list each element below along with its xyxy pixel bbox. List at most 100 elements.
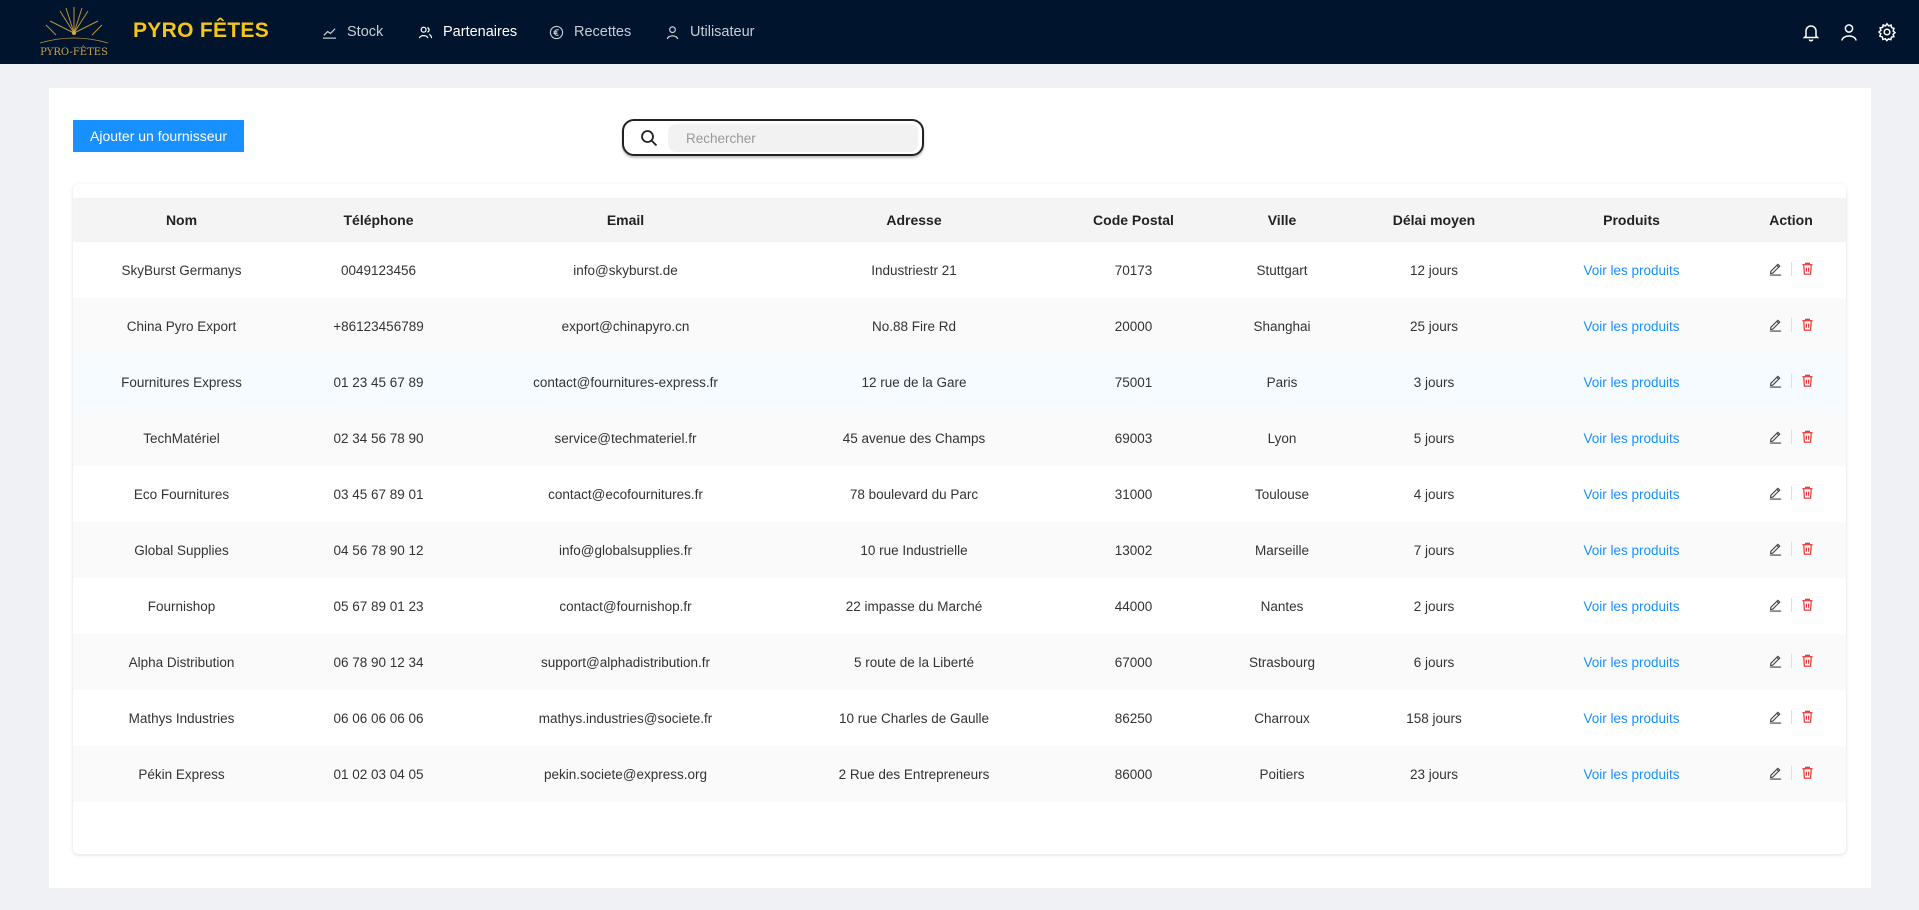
table-row[interactable]: Fournitures Express 01 23 45 67 89 contact…: [73, 354, 1846, 410]
header-code-postal[interactable]: Code Postal: [1093, 212, 1174, 228]
table-row[interactable]: Eco Fournitures 03 45 67 89 01 contact@eco…: [73, 466, 1846, 522]
trash-icon[interactable]: [1800, 653, 1815, 668]
cell-code-postal: 20000: [1114, 318, 1153, 334]
search-input[interactable]: [668, 124, 918, 152]
view-products-link[interactable]: Voir les produits: [1583, 318, 1680, 334]
view-products-link[interactable]: Voir les produits: [1583, 430, 1680, 446]
table-row[interactable]: Alpha Distribution 06 78 90 12 34 support@…: [73, 634, 1846, 690]
cell-nom: TechMatériel: [143, 430, 220, 446]
cell-telephone: 05 67 89 01 23: [333, 598, 424, 614]
nav-item-recettes[interactable]: Recettes: [549, 22, 631, 42]
view-products-link[interactable]: Voir les produits: [1583, 374, 1680, 390]
nav-item-stock[interactable]: Stock: [322, 22, 383, 42]
table-body: SkyBurst Germanys 0049123456 info@skyburst…: [73, 242, 1846, 802]
cell-produits: Voir les produits: [1527, 634, 1736, 690]
trash-icon[interactable]: [1800, 485, 1815, 500]
edit-icon[interactable]: [1768, 765, 1783, 780]
nav-item-partenaires[interactable]: Partenaires: [418, 22, 517, 42]
view-products-link[interactable]: Voir les produits: [1583, 710, 1680, 726]
edit-icon[interactable]: [1768, 709, 1783, 724]
table-row[interactable]: Fournishop 05 67 89 01 23 contact@fournish…: [73, 578, 1846, 634]
cell-adresse: 10 rue Industrielle: [860, 542, 968, 558]
add-supplier-button[interactable]: Ajouter un fournisseur: [73, 120, 244, 152]
pyro-fetes-logo[interactable]: PYRO-FÊTES: [36, 3, 112, 61]
view-products-link[interactable]: Voir les produits: [1583, 598, 1680, 614]
cell-delai-moyen: 2 jours: [1413, 598, 1455, 614]
header-produits[interactable]: Produits: [1603, 212, 1660, 228]
search-icon[interactable]: [640, 129, 658, 147]
header-ville[interactable]: Ville: [1267, 212, 1297, 228]
header-telephone[interactable]: Téléphone: [343, 212, 414, 228]
view-products-link[interactable]: Voir les produits: [1583, 542, 1680, 558]
header-adresse[interactable]: Adresse: [886, 212, 942, 228]
row-actions: [1768, 653, 1815, 668]
cell-produits: Voir les produits: [1527, 242, 1736, 298]
action-divider: [1790, 597, 1792, 612]
table-header-row: Nom Téléphone Email Adresse Code Postal …: [73, 198, 1846, 242]
header-nom[interactable]: Nom: [165, 212, 198, 228]
action-divider: [1790, 765, 1792, 780]
table-row[interactable]: Pékin Express 01 02 03 04 05 pekin.societe…: [73, 746, 1846, 802]
action-divider: [1790, 485, 1792, 500]
header-email[interactable]: Email: [606, 212, 645, 228]
cell-ville: Stuttgart: [1256, 262, 1308, 278]
top-navbar: PYRO-FÊTES PYRO FÊTES Stock Partenaires …: [0, 0, 1919, 64]
cell-action: [1736, 690, 1846, 746]
edit-icon[interactable]: [1768, 317, 1783, 332]
edit-icon[interactable]: [1768, 653, 1783, 668]
view-products-link[interactable]: Voir les produits: [1583, 766, 1680, 782]
cell-ville: Poitiers: [1259, 766, 1305, 782]
edit-icon[interactable]: [1768, 597, 1783, 612]
trash-icon[interactable]: [1800, 709, 1815, 724]
notifications-button[interactable]: [1801, 22, 1821, 42]
trash-icon[interactable]: [1800, 373, 1815, 388]
cell-produits: Voir les produits: [1527, 354, 1736, 410]
edit-icon[interactable]: [1768, 261, 1783, 276]
cell-delai-moyen: 3 jours: [1413, 374, 1455, 390]
edit-icon[interactable]: [1768, 429, 1783, 444]
cell-ville: Charroux: [1254, 710, 1310, 726]
view-products-link[interactable]: Voir les produits: [1583, 486, 1680, 502]
table-row[interactable]: Mathys Industries 06 06 06 06 06 mathys.in…: [73, 690, 1846, 746]
cell-nom: SkyBurst Germanys: [121, 262, 242, 278]
cell-code-postal: 31000: [1114, 486, 1153, 502]
header-action: Action: [1769, 212, 1813, 228]
table-row[interactable]: SkyBurst Germanys 0049123456 info@skyburst…: [73, 242, 1846, 298]
cell-code-postal: 67000: [1114, 654, 1153, 670]
cell-produits: Voir les produits: [1527, 522, 1736, 578]
profile-button[interactable]: [1839, 22, 1859, 42]
settings-button[interactable]: [1877, 22, 1897, 42]
bell-icon: [1802, 25, 1820, 42]
cell-email: contact@fournishop.fr: [559, 598, 692, 614]
cell-adresse: 5 route de la Liberté: [853, 654, 975, 670]
cell-adresse: 45 avenue des Champs: [842, 430, 986, 446]
edit-icon[interactable]: [1768, 541, 1783, 556]
user-icon: [1841, 24, 1857, 41]
cell-email: info@skyburst.de: [573, 262, 678, 278]
table-row[interactable]: Global Supplies 04 56 78 90 12 info@global…: [73, 522, 1846, 578]
trash-icon[interactable]: [1800, 429, 1815, 444]
header-delai-moyen[interactable]: Délai moyen: [1392, 212, 1476, 228]
cell-produits: Voir les produits: [1527, 466, 1736, 522]
cell-email: mathys.industries@societe.fr: [538, 710, 713, 726]
chart-line-icon: [322, 27, 337, 39]
cell-code-postal: 44000: [1114, 598, 1153, 614]
nav-item-utilisateur[interactable]: Utilisateur: [665, 22, 754, 42]
cell-adresse: 12 rue de la Gare: [861, 374, 967, 390]
edit-icon[interactable]: [1768, 373, 1783, 388]
action-divider: [1790, 541, 1792, 556]
trash-icon[interactable]: [1800, 597, 1815, 612]
cell-produits: Voir les produits: [1527, 578, 1736, 634]
trash-icon[interactable]: [1800, 765, 1815, 780]
table-row[interactable]: TechMatériel 02 34 56 78 90 service@techma…: [73, 410, 1846, 466]
user-icon: [666, 25, 679, 39]
table-row[interactable]: China Pyro Export +86123456789 export@chin…: [73, 298, 1846, 354]
trash-icon[interactable]: [1800, 261, 1815, 276]
view-products-link[interactable]: Voir les produits: [1583, 262, 1680, 278]
trash-icon[interactable]: [1800, 541, 1815, 556]
cell-delai-moyen: 6 jours: [1413, 654, 1455, 670]
search-bar: [622, 119, 924, 156]
edit-icon[interactable]: [1768, 485, 1783, 500]
view-products-link[interactable]: Voir les produits: [1583, 654, 1680, 670]
trash-icon[interactable]: [1800, 317, 1815, 332]
